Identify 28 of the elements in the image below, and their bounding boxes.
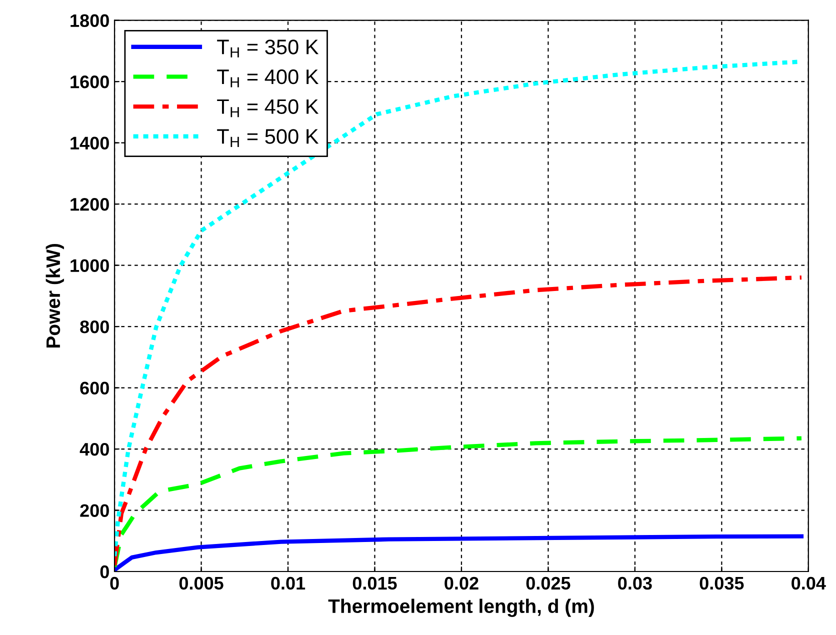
x-tick-label: 0.02 xyxy=(444,576,478,590)
line-series xyxy=(114,534,804,572)
x-tick-label: 0.015 xyxy=(352,576,397,590)
y-tick-label: 400 xyxy=(80,442,109,456)
legend-label: T$_{H}$ = 350 K xyxy=(217,40,319,58)
y-tick-label: 200 xyxy=(80,504,109,517)
legend-label: T$_{H}$ = 450 K xyxy=(217,99,319,118)
x-tick-label: 0 xyxy=(110,576,119,590)
x-tick-label: 0.005 xyxy=(179,576,224,590)
x-tick-label: 0.035 xyxy=(700,576,744,590)
y-tick-label: 1200 xyxy=(70,198,109,211)
x-tick-label: 0.03 xyxy=(618,576,652,590)
y-tick-label: 1800 xyxy=(70,14,109,28)
x-tick-label: 0.025 xyxy=(526,576,570,590)
y-tick-label: 1600 xyxy=(70,75,109,88)
legend-label: T$_{H}$ = 500 K xyxy=(217,129,319,147)
y-axis-title: Power (kW) xyxy=(46,244,64,348)
y-tick-label: 1400 xyxy=(70,136,109,150)
x-axis-title: Thermoelement length, d (m) xyxy=(328,598,594,617)
x-tick-label: 0.01 xyxy=(271,576,306,590)
y-tick-label: 0 xyxy=(100,565,109,578)
y-tick-label: 800 xyxy=(80,320,109,334)
line-series xyxy=(114,436,804,569)
y-tick-label: 600 xyxy=(80,382,109,394)
line-series xyxy=(114,275,804,568)
y-tick-label: 1000 xyxy=(70,259,109,272)
x-tick-label: 0.04 xyxy=(792,576,826,590)
legend-label: T$_{H}$ = 400 K xyxy=(217,69,319,88)
